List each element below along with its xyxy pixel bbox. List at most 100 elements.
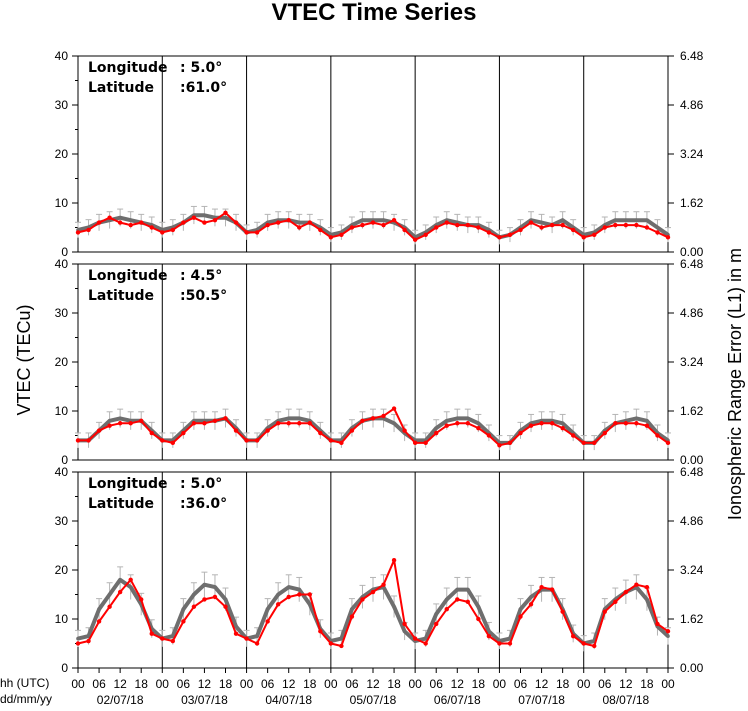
red-data-point [665, 440, 671, 446]
gray-data-point [223, 597, 228, 602]
gray-data-point [634, 218, 639, 222]
latitude-value: :36.0° [180, 496, 227, 512]
red-data-point [191, 604, 197, 609]
gray-data-point [444, 597, 449, 602]
red-data-point [602, 609, 607, 614]
red-data-point [212, 217, 218, 223]
x-hour-tick-label: 00 [493, 677, 507, 691]
panel-3: 0 10 20 30 40 0.00 1.62 3.24 4.86 6.48 Longitude: … [55, 465, 704, 675]
red-data-point [476, 616, 481, 622]
gray-data-point [276, 592, 280, 597]
right-tick-label: 4.86 [680, 514, 704, 528]
red-data-point [254, 438, 260, 443]
red-data-point [223, 210, 228, 215]
red-data-point [423, 440, 428, 446]
red-data-point [128, 222, 133, 228]
red-data-point [202, 421, 207, 426]
red-data-point [244, 438, 249, 443]
red-data-point [497, 443, 502, 448]
gray-data-point [434, 612, 439, 616]
x-hour-tick-label: 18 [303, 677, 317, 691]
longitude-value: : 5.0° [180, 60, 222, 76]
gray-data-point [76, 636, 80, 641]
right-tick-label: 0.00 [680, 453, 704, 467]
red-data-point [191, 215, 197, 220]
red-data-point [539, 584, 544, 590]
red-data-point [328, 641, 334, 646]
red-data-point [139, 220, 144, 225]
left-tick-label: 40 [55, 465, 69, 479]
red-data-point [349, 614, 355, 619]
red-data-point [233, 220, 239, 225]
gray-data-point [539, 220, 544, 225]
red-data-point [339, 232, 344, 238]
x-hour-tick-label: 06 [598, 677, 612, 691]
x-hour-tick-label: 00 [324, 677, 338, 691]
red-data-point [623, 421, 629, 426]
red-data-point [549, 421, 555, 426]
red-data-point [328, 235, 334, 240]
longitude-label: Longitude [88, 476, 168, 492]
red-data-point [117, 589, 123, 595]
left-tick-label: 0 [61, 661, 68, 675]
x-hour-tick-label: 00 [71, 677, 85, 691]
red-data-point [297, 225, 302, 230]
red-data-point [634, 421, 639, 426]
gray-data-point [297, 220, 302, 225]
left-tick-label: 0 [61, 245, 68, 259]
x-hour-tick-label: 00 [156, 677, 170, 691]
x-hour-tick-label: 12 [282, 677, 296, 691]
red-data-point [560, 222, 565, 228]
red-data-point [265, 222, 270, 228]
gray-data-point [613, 218, 618, 222]
red-data-point [181, 619, 186, 624]
red-data-point [476, 425, 481, 431]
latitude-label: Latitude [88, 80, 154, 96]
red-data-point [244, 636, 249, 641]
red-data-point [602, 225, 607, 230]
red-data-point [655, 621, 660, 627]
red-data-point [254, 641, 260, 646]
red-data-point [570, 227, 576, 233]
red-data-point [465, 421, 471, 426]
red-data-point [402, 227, 407, 233]
gray-data-point [466, 416, 470, 421]
x-date-label: 05/07/18 [350, 693, 397, 707]
right-tick-label: 3.24 [680, 563, 704, 577]
red-data-point [86, 438, 91, 443]
gray-series [75, 408, 671, 451]
x-hour-tick-label: 06 [430, 677, 444, 691]
red-data-point [644, 423, 650, 428]
right-tick-label: 4.86 [680, 306, 704, 320]
x-date-label: 03/07/18 [181, 693, 228, 707]
red-data-point [160, 438, 165, 443]
red-data-point [191, 421, 197, 426]
gray-data-point [223, 215, 228, 220]
red-data-point [549, 587, 555, 592]
x-date-label: 07/07/18 [518, 693, 565, 707]
red-data-point [655, 230, 660, 235]
x-hour-tick-label: 12 [619, 677, 633, 691]
longitude-label: Longitude [88, 60, 168, 76]
x-hour-tick-label: 18 [472, 677, 486, 691]
right-tick-label: 0.00 [680, 661, 704, 675]
gray-data-point [202, 582, 207, 587]
red-data-point [107, 215, 112, 220]
red-data-point [518, 614, 523, 619]
red-data-point [560, 425, 565, 431]
red-data-point [455, 222, 460, 228]
red-data-point [370, 220, 376, 225]
red-data-point [518, 227, 523, 233]
right-tick-label: 1.62 [680, 404, 704, 418]
red-data-point [128, 421, 133, 426]
x-hour-tick-label: 12 [451, 677, 465, 691]
gray-data-point [634, 416, 639, 421]
x-axis-hour-row-label: hh (UTC) [0, 676, 49, 690]
red-data-point [613, 222, 618, 228]
gray-data-point [350, 607, 354, 611]
red-data-point [592, 232, 597, 238]
right-tick-label: 3.24 [680, 355, 704, 369]
red-data-point [613, 421, 618, 426]
left-tick-label: 30 [55, 98, 69, 112]
gray-data-point [107, 592, 112, 597]
